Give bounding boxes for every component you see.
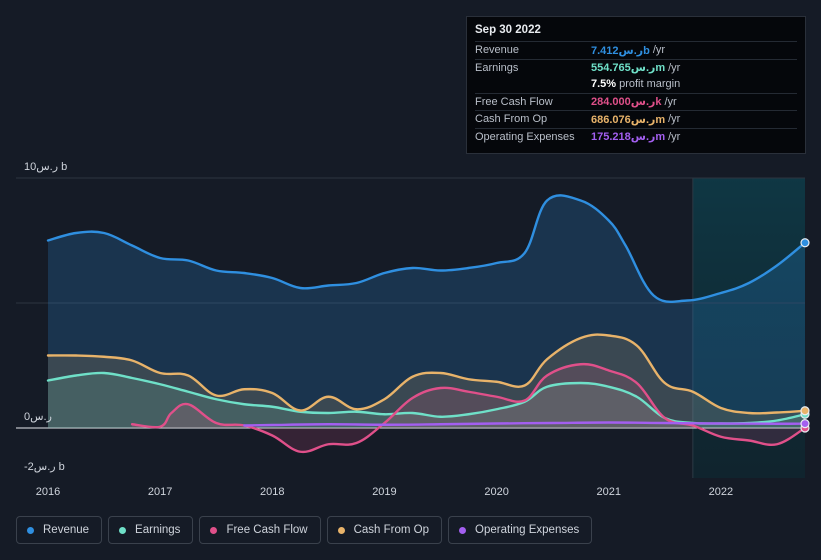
x-tick-label: 2017	[148, 486, 172, 498]
tooltip-date: Sep 30 2022	[475, 24, 541, 36]
revenue-endpoint	[800, 238, 810, 248]
revenue-line	[46, 194, 807, 304]
tooltip-row-value: 7.412ر.سb	[591, 44, 650, 57]
series-areas	[48, 195, 806, 452]
tooltip-row-value: 284.000ر.سk	[591, 96, 662, 109]
x-tick-label: 2022	[709, 486, 733, 498]
y-tick-label: 0ر.س	[24, 411, 52, 423]
earnings-line	[46, 371, 807, 425]
tooltip-row-value: 686.076ر.سm	[591, 113, 666, 126]
cash-from-op-endpoint	[800, 406, 810, 416]
legend-label: Operating Expenses	[475, 524, 580, 536]
x-tick-label: 2019	[372, 486, 396, 498]
tooltip-row: Revenue 7.412ر.سb/yr	[475, 41, 797, 59]
x-tick-label: 2018	[260, 486, 284, 498]
tooltip-row-unit: /yr	[664, 95, 677, 108]
legend-label: Free Cash Flow	[226, 524, 308, 536]
tooltip-row-label: Revenue	[475, 44, 520, 57]
revenue-area	[48, 195, 805, 428]
x-tick-label: 2020	[484, 486, 508, 498]
cash-from-op-line	[46, 333, 807, 415]
operating-expenses-endpoint	[800, 419, 810, 429]
legend-item-free-cash-flow[interactable]: Free Cash Flow	[199, 516, 321, 544]
free-cash-flow-area	[132, 364, 806, 452]
legend-label: Revenue	[43, 524, 90, 536]
legend-dot-icon	[27, 526, 34, 534]
legend-dot-icon	[210, 526, 218, 534]
y-axis: 10ر.س b 0ر.س -2ر.س b	[24, 161, 67, 473]
y-tick-label: 10ر.س b	[24, 161, 67, 173]
tooltip-row: 7.5% profit margin	[475, 76, 797, 93]
operating-expenses-line	[243, 421, 807, 427]
y-tick-label: -2ر.س b	[24, 461, 65, 473]
chart-area: 10ر.س b0ر.س-2ر.س b 2016 2017 2018 2019 2020 2…	[16, 161, 810, 498]
series-lines	[46, 194, 807, 454]
legend-item-earnings[interactable]: Earnings	[108, 516, 194, 544]
tooltip-row: Operating Expenses 175.218ر.سm/yr	[475, 127, 797, 146]
tooltip-row: Earnings 554.765ر.سm/yr	[475, 58, 797, 77]
tooltip-row: Cash From Op 686.076ر.سm/yr	[475, 110, 797, 128]
tooltip-row: Free Cash Flow 284.000ر.سk/yr	[475, 92, 797, 111]
legend-dot-icon	[337, 526, 345, 534]
legend-label: Cash From Op	[353, 524, 430, 536]
tooltip-panel: Sep 30 2022 Revenue 7.412ر.سb/yr Earnings 5…	[466, 16, 806, 154]
tooltip-row-unit: /yr	[652, 44, 666, 57]
tooltip-row-label: Free Cash Flow	[475, 95, 553, 108]
cash-from-op-area	[48, 334, 805, 428]
tooltip-row-value: 175.218ر.سm	[591, 131, 666, 144]
legend-dot-icon	[119, 526, 127, 534]
legend: Revenue Earnings Free Cash Flow Cash From O…	[16, 516, 593, 544]
tooltip-row-label: Cash From Op	[475, 113, 548, 126]
free-cash-flow-line	[130, 362, 807, 454]
tooltip-row-value: 554.765ر.سm	[591, 62, 666, 75]
tooltip-row-label: Operating Expenses	[475, 130, 575, 143]
legend-item-operating-expenses[interactable]: Operating Expenses	[448, 516, 593, 544]
tooltip-row-label: Earnings	[475, 61, 519, 74]
x-tick-label: 2016	[36, 486, 60, 498]
legend-dot-icon	[459, 526, 467, 534]
tooltip-row-unit: /yr	[668, 130, 681, 143]
gridlines	[16, 177, 805, 478]
series-endpoints	[800, 238, 810, 433]
legend-item-cash-from-op[interactable]: Cash From Op	[326, 516, 443, 544]
legend-item-revenue[interactable]: Revenue	[16, 516, 103, 544]
tooltip-row-value: 7.5%	[591, 78, 617, 91]
x-tick-label: 2021	[596, 486, 620, 498]
tooltip-row-unit: profit margin	[619, 78, 681, 91]
legend-label: Earnings	[135, 524, 181, 536]
tooltip-row-unit: /yr	[668, 113, 681, 126]
earnings-area	[48, 372, 805, 428]
x-axis: 2016 2017 2018 2019 2020 2021 2022	[36, 486, 733, 498]
tooltip-row-unit: /yr	[668, 61, 681, 74]
